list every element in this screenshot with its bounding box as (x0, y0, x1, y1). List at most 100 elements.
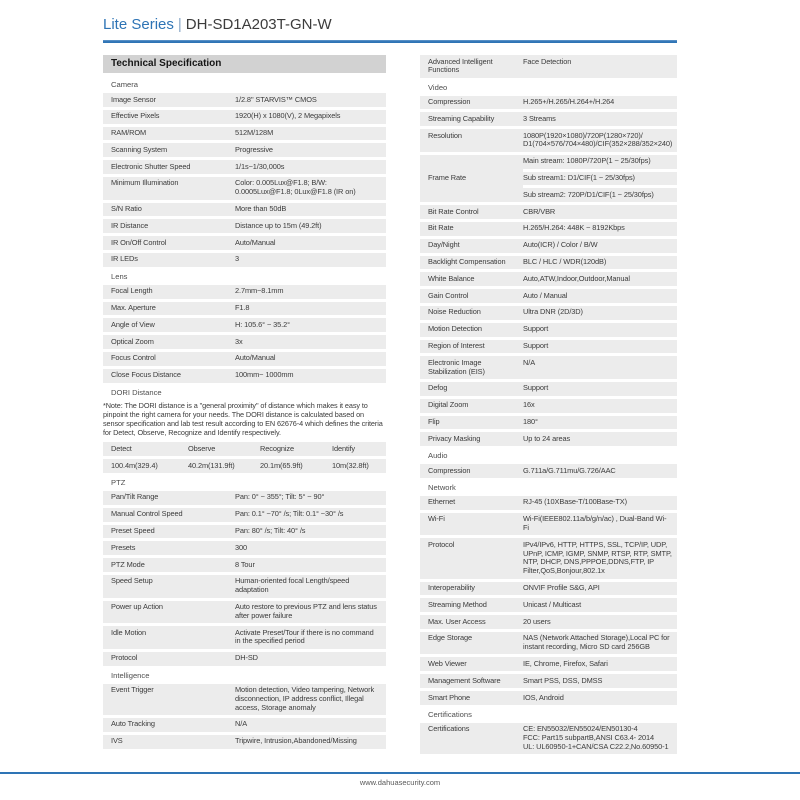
spec-label: Streaming Capability (428, 113, 495, 123)
spec-label: PTZ Mode (111, 559, 145, 569)
spec-value: IE, Chrome, Firefox, Safari (523, 658, 608, 668)
spec-label: Focus Control (111, 353, 156, 363)
spec-label: Max. User Access (428, 616, 486, 626)
spec-row-bit-rate-control: Bit Rate Control CBR/VBR (420, 205, 677, 219)
spec-row-white-balance: White Balance Auto,ATW,Indoor,Outdoor,Man… (420, 272, 677, 287)
spec-value: Ultra DNR (2D/3D) (523, 307, 583, 317)
spec-row-preset-speed: Preset Speed Pan: 80° /s; Tilt: 40° /s (103, 524, 386, 539)
spec-value: IOS, Android (523, 692, 564, 702)
spec-row-presets: Presets 300 (103, 541, 386, 556)
spec-value: CE: EN55032/EN55024/EN50130-4 FCC: Part15… (523, 724, 669, 751)
spec-value: H: 105.6° ~ 35.2° (235, 319, 290, 329)
spec-value: Human-oriented focal Length/speed adapta… (235, 576, 350, 595)
spec-row-streaming-method: Streaming Method Unicast / Multicast (420, 598, 677, 613)
spec-row-advanced-intelligent-functions: Advanced Intelligent Functions Face Detec… (420, 55, 677, 78)
spec-label: Region of Interest (428, 341, 485, 351)
spec-label: Compression (428, 97, 471, 107)
spec-label: Advanced Intelligent Functions (428, 56, 493, 75)
spec-label: Flip (428, 417, 440, 427)
spec-value: G.711a/G.711mu/G.726/AAC (523, 465, 616, 475)
spec-label: Privacy Masking (428, 433, 481, 443)
spec-value: 512M/128M (235, 128, 274, 138)
dori-value-cell: 100.4m(329.4) (111, 460, 158, 470)
spec-value: BLC / HLC / WDR(120dB) (523, 257, 607, 267)
spec-row-close-focus-distance: Close Focus Distance 100mm~ 1000mm (103, 368, 386, 383)
tech-spec-title-bar: Technical Specification (103, 55, 386, 73)
spec-label: Angle of View (111, 319, 155, 329)
spec-value: Tripwire, Intrusion,Abandoned/Missing (235, 736, 357, 746)
spec-value: Auto / Manual (523, 290, 568, 300)
right-column: Advanced Intelligent Functions Face Detec… (420, 55, 677, 757)
spec-label: Power up Action (111, 602, 163, 612)
spec-value: Auto,ATW,Indoor,Outdoor,Manual (523, 273, 630, 283)
spec-value: Smart PSS, DSS, DMSS (523, 675, 603, 685)
spec-value: 3x (235, 336, 243, 346)
spec-label: Close Focus Distance (111, 370, 181, 380)
spec-row-image-sensor: Image Sensor 1/2.8" STARVIS™ CMOS (103, 93, 386, 107)
dori-value-cell: 20.1m(65.9ft) (260, 460, 303, 470)
spec-row-smart-phone: Smart Phone IOS, Android (420, 691, 677, 705)
spec-value: H.265/H.264: 448K ~ 8192Kbps (523, 223, 625, 233)
spec-label: Auto Tracking (111, 719, 155, 729)
spec-value: Pan: 0° ~ 355°; Tilt: 5° ~ 90° (235, 492, 325, 502)
dori-header-cell: Observe (188, 443, 216, 453)
spec-label: Bit Rate Control (428, 206, 479, 216)
spec-label: Speed Setup (111, 576, 153, 586)
spec-label: Electronic Image Stabilization (EIS) (428, 357, 485, 376)
left-column: Technical Specification Camera Image Sens… (103, 55, 386, 757)
spec-value: F1.8 (235, 303, 250, 313)
spec-row-auto-tracking: Auto Tracking N/A (103, 717, 386, 732)
spec-label: Max. Aperture (111, 303, 156, 313)
spec-label: RAM/ROM (111, 128, 147, 138)
spec-row-power-up-action: Power up Action Auto restore to previous … (103, 600, 386, 624)
spec-value: H.265+/H.265/H.264+/H.264 (523, 97, 615, 107)
spec-label: White Balance (428, 273, 475, 283)
spec-value: 180° (523, 417, 538, 427)
spec-row-optical-zoom: Optical Zoom 3x (103, 335, 386, 349)
section-header-audio: Audio (428, 451, 448, 461)
dori-header-cell: Detect (111, 443, 132, 453)
spec-label: Scanning System (111, 144, 168, 154)
spec-row-noise-reduction: Noise Reduction Ultra DNR (2D/3D) (420, 305, 677, 320)
spec-value: Auto restore to previous PTZ and lens st… (235, 602, 377, 620)
spec-label: Image Sensor (111, 94, 156, 104)
dori-value-cell: 40.2m(131.9ft) (188, 460, 235, 470)
spec-label: Protocol (428, 539, 455, 549)
spec-row-bit-rate: Bit Rate H.265/H.264: 448K ~ 8192Kbps (420, 221, 677, 236)
spec-row-ethernet: Ethernet RJ-45 (10XBase-T/100Base-TX) (420, 495, 677, 510)
spec-value: IPv4/IPv6, HTTP, HTTPS, SSL, TCP/IP, UDP… (523, 539, 672, 576)
spec-value: 20 users (523, 616, 551, 626)
spec-label: IR LEDs (111, 254, 138, 264)
spec-row-effective-pixels: Effective Pixels 1920(H) x 1080(V), 2 Meg… (103, 109, 386, 124)
footer-url: www.dahuasecurity.com (359, 778, 441, 787)
series-name: Lite Series (103, 16, 174, 33)
spec-value: Support (523, 383, 549, 393)
spec-row-idle-motion: Idle Motion Activate Preset/Tour if there… (103, 626, 386, 649)
spec-value: 300 (235, 542, 248, 552)
spec-value: NAS (Network Attached Storage),Local PC … (523, 633, 670, 652)
spec-row-scanning-system: Scanning System Progressive (103, 143, 386, 158)
spec-row-backlight-compensation: Backlight Compensation BLC / HLC / WDR(12… (420, 255, 677, 270)
spec-value: Color: 0.005Lux@F1.8; B/W: 0.0005Lux@F1.… (235, 178, 356, 197)
spec-label: Presets (111, 542, 136, 552)
spec-label: Manual Control Speed (111, 509, 183, 519)
spec-value: Pan: 80° /s; Tilt: 40° /s (235, 526, 306, 536)
spec-row-focus-control: Focus Control Auto/Manual (103, 351, 386, 366)
spec-label: Streaming Method (428, 599, 487, 609)
spec-row-ir-distance: IR Distance Distance up to 15m (49.2ft) (103, 219, 386, 234)
spec-label: Frame Rate (420, 154, 523, 203)
spec-value: Motion detection, Video tampering, Netwo… (235, 685, 375, 712)
spec-row-frame-rate: Frame Rate Main stream: 1080P/720P(1 ~ 25… (420, 154, 677, 203)
spec-label: Bit Rate (428, 223, 454, 233)
dori-header-cell: Identify (332, 443, 356, 453)
spec-value: Main stream: 1080P/720P(1 ~ 25/30fps) (523, 154, 677, 169)
spec-label: Resolution (428, 130, 462, 140)
spec-label: Day/Night (428, 240, 460, 250)
spec-label: Effective Pixels (111, 111, 160, 121)
spec-row-protocol: Protocol DH-SD (103, 651, 386, 666)
spec-value: RJ-45 (10XBase-T/100Base-TX) (523, 497, 627, 507)
spec-label: Wi-Fi (428, 514, 445, 524)
dori-value-cell: 10m(32.8ft) (332, 460, 369, 470)
spec-value: Pan: 0.1° ~70° /s; Tilt: 0.1° ~30° /s (235, 509, 344, 519)
